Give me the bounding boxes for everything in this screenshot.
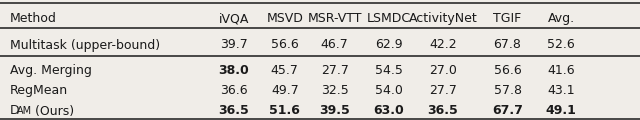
Text: 43.1: 43.1 [547, 84, 575, 97]
Text: 56.6: 56.6 [271, 39, 299, 51]
Text: Avg. Merging: Avg. Merging [10, 64, 92, 77]
Text: 39.5: 39.5 [319, 105, 350, 117]
Text: 36.5: 36.5 [428, 105, 458, 117]
Text: 36.5: 36.5 [218, 105, 249, 117]
Text: RegMean: RegMean [10, 84, 68, 97]
Text: MSR-VTT: MSR-VTT [307, 12, 362, 25]
Text: 41.6: 41.6 [547, 64, 575, 77]
Text: 39.7: 39.7 [220, 39, 248, 51]
Text: 49.7: 49.7 [271, 84, 299, 97]
Text: 27.7: 27.7 [429, 84, 457, 97]
Text: 67.7: 67.7 [492, 105, 523, 117]
Text: 54.0: 54.0 [374, 84, 403, 97]
Text: D: D [10, 105, 19, 117]
Text: 56.6: 56.6 [493, 64, 522, 77]
Text: Multitask (upper-bound): Multitask (upper-bound) [10, 39, 160, 51]
Text: 63.0: 63.0 [373, 105, 404, 117]
Text: MSVD: MSVD [266, 12, 303, 25]
Text: ActivityNet: ActivityNet [408, 12, 477, 25]
Text: 27.7: 27.7 [321, 64, 349, 77]
Text: Method: Method [10, 12, 56, 25]
Text: 51.6: 51.6 [269, 105, 300, 117]
Text: 54.5: 54.5 [374, 64, 403, 77]
Text: AM: AM [17, 106, 32, 116]
Text: 67.8: 67.8 [493, 39, 522, 51]
Text: 52.6: 52.6 [547, 39, 575, 51]
Text: Avg.: Avg. [548, 12, 575, 25]
Text: 49.1: 49.1 [546, 105, 577, 117]
Text: 27.0: 27.0 [429, 64, 457, 77]
Text: 32.5: 32.5 [321, 84, 349, 97]
Text: 57.8: 57.8 [493, 84, 522, 97]
Text: 38.0: 38.0 [218, 64, 249, 77]
Text: 46.7: 46.7 [321, 39, 349, 51]
Text: 42.2: 42.2 [429, 39, 457, 51]
Text: 36.6: 36.6 [220, 84, 248, 97]
Text: LSMDC: LSMDC [367, 12, 410, 25]
Text: (Ours): (Ours) [31, 105, 74, 117]
Text: TGIF: TGIF [493, 12, 522, 25]
Text: 45.7: 45.7 [271, 64, 299, 77]
Text: 62.9: 62.9 [374, 39, 403, 51]
Text: iVQA: iVQA [218, 12, 249, 25]
